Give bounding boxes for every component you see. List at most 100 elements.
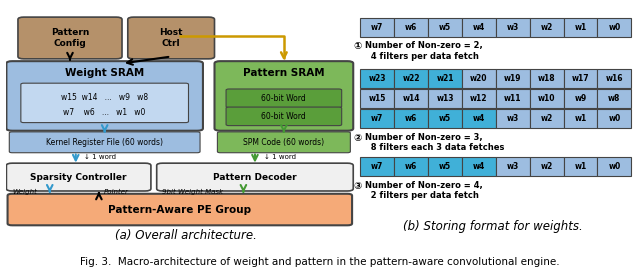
Bar (462, 157, 496, 176)
Bar (462, 109, 496, 128)
Bar (360, 157, 394, 176)
FancyBboxPatch shape (18, 17, 122, 59)
Text: w10: w10 (538, 94, 556, 103)
Bar (360, 69, 394, 88)
Text: Pattern SRAM: Pattern SRAM (243, 68, 324, 78)
Bar (530, 109, 564, 128)
Text: w7: w7 (371, 162, 383, 171)
Text: w16: w16 (605, 74, 623, 83)
FancyBboxPatch shape (226, 89, 342, 108)
Bar (598, 109, 631, 128)
FancyBboxPatch shape (10, 132, 200, 153)
Text: w4: w4 (473, 162, 485, 171)
Text: ①: ① (353, 41, 362, 51)
Bar (530, 69, 564, 88)
FancyBboxPatch shape (6, 163, 151, 191)
Bar (496, 89, 530, 108)
Text: Number of Non-zero = 3,
  8 filters each 3 data fetches: Number of Non-zero = 3, 8 filters each 3… (365, 133, 504, 152)
Text: w6: w6 (405, 23, 417, 32)
Bar (564, 69, 598, 88)
Text: w17: w17 (572, 74, 589, 83)
FancyBboxPatch shape (6, 61, 203, 131)
Text: w12: w12 (470, 94, 488, 103)
Bar (428, 89, 462, 108)
Text: SPM Code (60 words): SPM Code (60 words) (243, 138, 324, 147)
Text: w7: w7 (371, 23, 383, 32)
Text: Sparsity Controller: Sparsity Controller (31, 172, 127, 182)
Text: w14: w14 (403, 94, 420, 103)
Text: w0: w0 (608, 114, 621, 123)
Text: Fig. 3.  Macro-architecture of weight and pattern in the pattern-aware convoluti: Fig. 3. Macro-architecture of weight and… (80, 257, 560, 267)
Bar (394, 109, 428, 128)
Bar (462, 69, 496, 88)
Bar (428, 18, 462, 37)
Text: w6: w6 (405, 162, 417, 171)
Text: Pattern Decoder: Pattern Decoder (213, 172, 297, 182)
Bar (360, 18, 394, 37)
Text: w5: w5 (439, 162, 451, 171)
Text: 9bit Weight Mask: 9bit Weight Mask (163, 189, 223, 195)
Text: Number of Non-zero = 4,
  2 filters per data fetch: Number of Non-zero = 4, 2 filters per da… (365, 181, 483, 200)
Bar (496, 18, 530, 37)
Text: w5: w5 (439, 114, 451, 123)
Text: w2: w2 (541, 114, 553, 123)
Bar (530, 18, 564, 37)
Text: w4: w4 (473, 114, 485, 123)
Bar (394, 157, 428, 176)
Bar (462, 89, 496, 108)
Text: w2: w2 (541, 23, 553, 32)
Bar (564, 89, 598, 108)
Bar (530, 89, 564, 108)
Text: Pointer: Pointer (104, 189, 129, 195)
Text: w1: w1 (575, 162, 587, 171)
Text: w1: w1 (575, 23, 587, 32)
Bar (598, 89, 631, 108)
Text: w15: w15 (369, 94, 386, 103)
Text: Host
Ctrl: Host Ctrl (159, 28, 183, 48)
Text: w11: w11 (504, 94, 522, 103)
Bar (496, 69, 530, 88)
Text: w6: w6 (405, 114, 417, 123)
Bar (428, 157, 462, 176)
Text: w7    w6   ...   w1   w0: w7 w6 ... w1 w0 (63, 108, 146, 117)
Bar (428, 109, 462, 128)
Text: w22: w22 (403, 74, 420, 83)
FancyBboxPatch shape (21, 83, 189, 123)
Text: w7: w7 (371, 114, 383, 123)
Text: w3: w3 (507, 114, 519, 123)
Text: ↓ 1 word: ↓ 1 word (84, 154, 116, 160)
Text: ③: ③ (353, 181, 362, 190)
Text: Pattern
Config: Pattern Config (51, 28, 89, 48)
FancyBboxPatch shape (157, 163, 353, 191)
Text: w13: w13 (436, 94, 454, 103)
FancyBboxPatch shape (218, 132, 350, 153)
Bar (394, 69, 428, 88)
FancyBboxPatch shape (8, 194, 352, 225)
Bar (360, 89, 394, 108)
Text: Pattern-Aware PE Group: Pattern-Aware PE Group (108, 205, 252, 214)
Text: Weight: Weight (12, 189, 37, 195)
Text: ↓ 1 word: ↓ 1 word (264, 154, 296, 160)
Text: 60-bit Word: 60-bit Word (262, 94, 307, 103)
Bar (462, 18, 496, 37)
Bar (394, 89, 428, 108)
FancyBboxPatch shape (214, 61, 353, 131)
Text: w15  w14   ...   w9   w8: w15 w14 ... w9 w8 (61, 93, 148, 102)
Bar (598, 18, 631, 37)
Text: ②: ② (353, 133, 362, 143)
Bar (496, 109, 530, 128)
Text: w23: w23 (369, 74, 386, 83)
Text: Number of Non-zero = 2,
  4 filters per data fetch: Number of Non-zero = 2, 4 filters per da… (365, 41, 483, 61)
Text: (b) Storing format for weights.: (b) Storing format for weights. (403, 220, 582, 233)
Bar (598, 69, 631, 88)
Bar (394, 18, 428, 37)
Text: (a) Overall architecture.: (a) Overall architecture. (115, 229, 257, 242)
Text: Weight SRAM: Weight SRAM (65, 68, 144, 78)
Text: w9: w9 (575, 94, 587, 103)
Text: w19: w19 (504, 74, 522, 83)
Bar (530, 157, 564, 176)
FancyBboxPatch shape (128, 17, 214, 59)
Text: w5: w5 (439, 23, 451, 32)
Text: w0: w0 (608, 23, 621, 32)
FancyBboxPatch shape (226, 107, 342, 126)
